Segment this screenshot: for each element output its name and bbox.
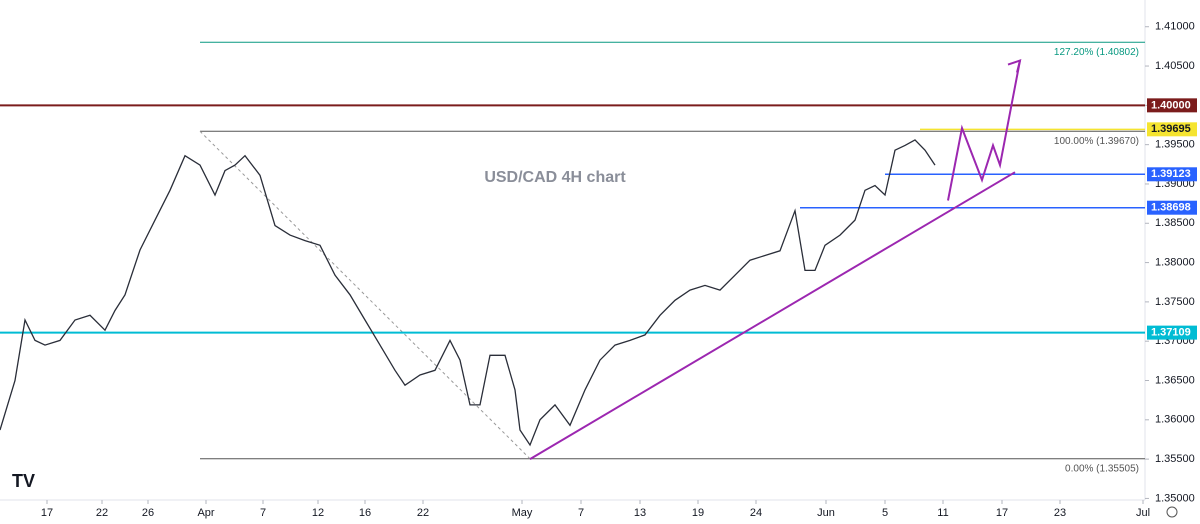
x-tick-label: 16 [359,507,371,519]
level-label: 1.40000 [1151,99,1191,111]
x-tick-label: 17 [41,507,53,519]
x-tick-label: 11 [937,507,948,519]
settings-icon[interactable] [1166,506,1178,518]
x-tick-label: Jun [817,507,835,519]
y-tick-label: 1.37500 [1155,296,1195,308]
x-tick-label: 24 [750,507,762,519]
fib-label: 100.00% (1.39670) [1054,136,1139,147]
logo: TV [12,471,35,491]
y-tick-label: 1.35000 [1155,492,1195,504]
x-tick-label: May [512,507,533,519]
x-tick-label: 23 [1054,507,1066,519]
y-tick-label: 1.38500 [1155,217,1195,229]
settings-icon-ring[interactable] [1166,506,1178,518]
y-tick-label: 1.35500 [1155,453,1195,465]
price-line [0,139,936,447]
x-tick-label: 13 [634,507,646,519]
y-tick-label: 1.41000 [1155,21,1195,33]
level-label-box [1147,200,1197,215]
y-tick-label: 1.38000 [1155,256,1195,268]
level-label-box [1147,167,1197,182]
x-tick-label: 12 [312,507,324,519]
projection-arrowhead [1007,59,1022,73]
x-tick-label: 26 [142,507,154,519]
chart-title: USD/CAD 4H chart [484,169,626,186]
fib-label: 127.20% (1.40802) [1054,47,1139,58]
x-tick-label: 22 [96,507,108,519]
y-tick-label: 1.40500 [1155,60,1195,72]
level-label-box [1147,98,1197,113]
x-tick-label: Jul [1136,507,1150,519]
projection [947,60,1021,201]
x-tick-label: 22 [417,507,429,519]
y-tick-label: 1.36000 [1155,414,1195,426]
level-label: 1.37109 [1151,327,1191,339]
level-label-box [1147,325,1197,340]
x-tick-label: 17 [996,507,1008,519]
y-tick-label: 1.39500 [1155,139,1195,151]
fib-label: 0.00% (1.35505) [1065,463,1139,474]
x-tick-label: 7 [260,507,266,519]
trendline [529,171,1016,460]
level-label: 1.39123 [1151,168,1191,180]
level-label-box [1147,122,1197,137]
x-tick-label: 19 [692,507,704,519]
x-tick-label: Apr [197,507,214,519]
x-tick-label: 5 [882,507,888,519]
level-label: 1.39695 [1151,123,1191,135]
x-tick-label: 7 [578,507,584,519]
y-tick-label: 1.36500 [1155,374,1195,386]
level-label: 1.38698 [1151,202,1191,214]
